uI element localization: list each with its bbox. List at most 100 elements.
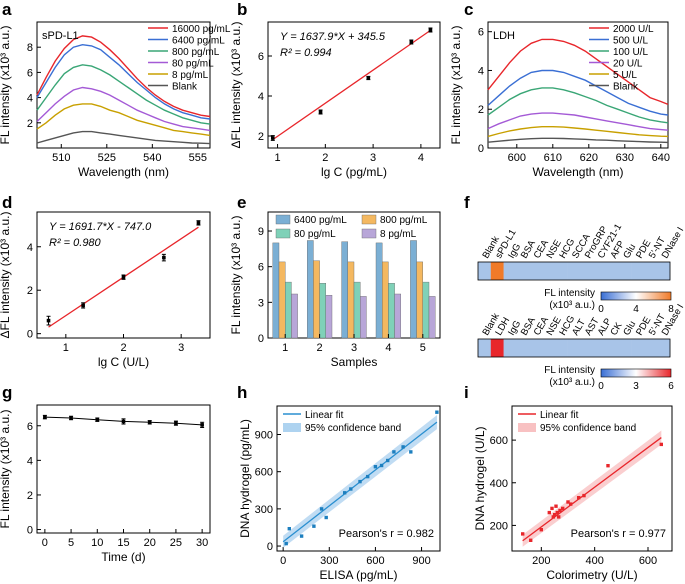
y-tick-label-c: 6 xyxy=(478,27,484,39)
x-axis-title-e: Samples xyxy=(331,355,378,369)
x-tick-label-g: 20 xyxy=(144,537,156,549)
bar-e-1-2 xyxy=(347,261,355,339)
colorbar-tick-f2: 6 xyxy=(668,381,674,392)
data-point-h xyxy=(373,465,378,469)
heat-cell-f2-7 xyxy=(567,339,581,357)
series-line-a-1 xyxy=(36,43,211,120)
chart-title-a: sPD-L1 xyxy=(42,30,79,42)
data-point-g xyxy=(95,417,100,422)
r-squared-d: R² = 0.980 xyxy=(49,237,102,249)
y-tick-label-b: 4 xyxy=(258,91,264,103)
x-tick-label-a: 540 xyxy=(143,152,161,164)
panel-label-g: g xyxy=(2,383,12,402)
bar-e-0-2 xyxy=(341,241,349,339)
x-tick-label-c: 630 xyxy=(616,152,634,164)
legend-band-h xyxy=(283,423,301,432)
data-point-h xyxy=(366,474,370,479)
data-point-h xyxy=(319,507,324,511)
colorbar-tick-f1: 0 xyxy=(598,304,604,315)
legend-label-a-0: 16000 pg/mL xyxy=(172,24,231,35)
heat-cell-f1-7 xyxy=(567,262,581,280)
legend-label-e-0: 6400 pg/mL xyxy=(294,215,347,226)
colorbar-tick-f1: 4 xyxy=(633,304,639,315)
heat-cell-f2-0 xyxy=(478,339,492,357)
series-line-a-2 xyxy=(36,64,211,125)
heat-cell-f2-8 xyxy=(580,339,594,357)
panel-label-d: d xyxy=(2,193,12,212)
data-point-h xyxy=(379,463,384,468)
heat-cell-f1-4 xyxy=(529,262,543,280)
x-tick-label-e: 4 xyxy=(385,342,391,354)
data-point-i xyxy=(561,506,565,511)
x-tick-label-c: 620 xyxy=(580,152,598,164)
x-tick-label-d: 2 xyxy=(120,342,126,354)
plot-frame-c xyxy=(487,21,669,149)
plot-frame-a xyxy=(36,21,211,149)
y-tick-label-h: 900 xyxy=(255,430,273,442)
heat-cell-f2-10 xyxy=(606,339,620,357)
chart-h: 0 300 600 900 0 300 600 900 ELISA (pg/mL) DNA hyd… xyxy=(238,405,441,582)
bar-e-0-4 xyxy=(410,240,417,339)
legend-label-c-0: 2000 U/L xyxy=(613,24,654,35)
heatmap-f1: BlanksPD-L1IgGBSACEANSEHCGSCCAProGRPCYF2… xyxy=(477,222,685,315)
equation-d: Y = 1691.7*X - 747.0 xyxy=(49,221,152,233)
data-point-i xyxy=(554,504,558,508)
series-line-c-4 xyxy=(487,126,669,138)
x-tick-label-h: 900 xyxy=(412,555,430,567)
bar-e-3-4 xyxy=(428,296,436,339)
y-tick-label-a: 4 xyxy=(27,93,33,105)
colorbar-f2 xyxy=(600,368,672,378)
legend-label-c-4: 5 U/L xyxy=(613,70,637,81)
chart-title-c: LDH xyxy=(493,30,515,42)
pearson-i: Pearson's r = 0.977 xyxy=(571,528,666,540)
x-tick-label-d: 3 xyxy=(178,342,184,354)
series-line-c-5 xyxy=(487,137,669,144)
colorbar-title-f1: FL intensity xyxy=(544,288,595,299)
bar-e-0-1 xyxy=(307,240,314,339)
x-tick-label-d: 1 xyxy=(63,342,69,354)
heat-cell-f1-13 xyxy=(644,262,658,280)
y-tick-label-g: 4 xyxy=(27,455,33,467)
data-point-b xyxy=(409,40,414,44)
panel-label-f: f xyxy=(464,193,470,212)
y-axis-title-d: ΔFL intensity (x10³ a.u.) xyxy=(0,212,12,339)
legend-label-c-1: 500 U/L xyxy=(613,36,648,47)
x-axis-title-b: lg C (pg/mL) xyxy=(321,165,387,179)
x-tick-label-g: 15 xyxy=(117,537,129,549)
panel-label-c: c xyxy=(464,0,473,19)
series-line-a-5 xyxy=(36,130,211,145)
legend-label-a-2: 800 pg/mL xyxy=(172,47,220,58)
legend-label-e-3: 8 pg/mL xyxy=(380,229,417,240)
data-point-d xyxy=(81,303,85,308)
y-tick-label-h: 600 xyxy=(255,467,273,479)
chart-d: 1 2 3 0 2 4 lg C (U/L) ΔFL intensity (x10³ a.u.… xyxy=(0,211,211,369)
heat-cell-f2-6 xyxy=(554,339,568,357)
heat-cell-f2-4 xyxy=(529,339,543,357)
heat-cell-f2-1 xyxy=(490,339,504,357)
y-tick-label-h: 300 xyxy=(255,504,273,516)
legend-label-h-0: Linear fit xyxy=(305,410,344,421)
chart-c: 600 610 620 630 640 0 2 4 6 Wavelength (nm) FL int… xyxy=(449,21,670,179)
data-point-i xyxy=(521,532,525,536)
bar-e-2-3 xyxy=(388,283,395,339)
y-tick-label-c: 4 xyxy=(478,65,484,77)
series-line-c-0 xyxy=(487,38,669,106)
heat-frame-f1 xyxy=(477,261,671,281)
y-tick-label-a: 6 xyxy=(27,67,33,79)
heat-cell-f2-13 xyxy=(644,339,658,357)
y-tick-label-c: 2 xyxy=(478,104,484,116)
data-point-i xyxy=(539,528,543,532)
x-tick-label-h: 600 xyxy=(366,555,384,567)
bar-e-1-3 xyxy=(382,261,389,339)
heat-cell-f2-2 xyxy=(503,339,517,357)
y-tick-label-e: 0 xyxy=(258,333,264,345)
equation-b: Y = 1637.9*X + 345.5 xyxy=(280,31,386,43)
data-point-d xyxy=(162,255,166,260)
y-tick-label-i: 600 xyxy=(490,435,508,447)
x-tick-label-h: 300 xyxy=(320,555,338,567)
x-tick-label-a: 555 xyxy=(189,152,207,164)
